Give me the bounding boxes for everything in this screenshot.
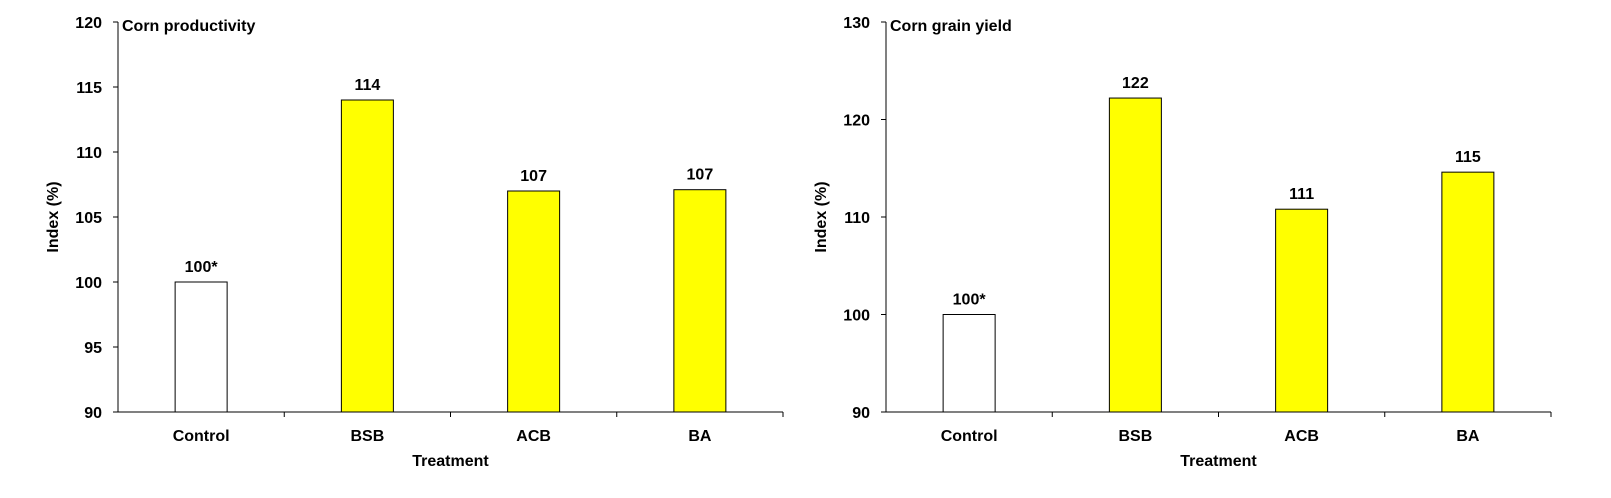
x-tick-label-acb: ACB <box>516 428 551 445</box>
bar-control <box>174 281 228 413</box>
x-tick-label-control: Control <box>173 428 230 445</box>
data-label-ba: 107 <box>687 167 714 184</box>
y-tick-label: 120 <box>75 15 102 32</box>
chart-panel-corn-grain-yield: 90 100 110 120 130 100* Control 122 BSB 111 ACB 115… <box>813 15 1552 470</box>
y-tick-label: 110 <box>844 210 870 227</box>
data-label-acb: 111 <box>1289 186 1314 203</box>
x-tick-label-bsb: BSB <box>350 428 384 445</box>
bar-ba <box>673 189 727 413</box>
chart-title: Corn grain yield <box>890 18 1012 35</box>
y-tick-label: 90 <box>84 405 102 422</box>
x-tick-label-bsb: BSB <box>1118 428 1152 445</box>
y-tick-label: 120 <box>843 113 870 130</box>
bar-acb <box>1275 208 1329 413</box>
y-tick-label: 105 <box>75 210 102 227</box>
x-axis-title: Treatment <box>1180 453 1257 470</box>
x-axis-title: Treatment <box>412 453 489 470</box>
data-label-bsb: 114 <box>354 77 380 94</box>
y-tick-label: 130 <box>843 15 870 32</box>
bar-control <box>942 314 996 413</box>
data-label-control: 100* <box>953 292 987 309</box>
x-tick-label-control: Control <box>941 428 998 445</box>
x-tick-label-acb: ACB <box>1284 428 1319 445</box>
chart-panel-corn-productivity: 90 95 100 105 110 115 120 100* Control 114 BSB 107 A… <box>45 15 784 470</box>
data-label-ba: 115 <box>1455 149 1481 166</box>
y-tick-label: 90 <box>852 405 870 422</box>
chart-title: Corn productivity <box>122 18 255 35</box>
x-tick-label-ba: BA <box>688 428 712 445</box>
x-tick-label-ba: BA <box>1456 428 1480 445</box>
y-tick-label: 115 <box>76 80 102 97</box>
y-tick-label: 110 <box>76 145 102 162</box>
bar-ba <box>1441 171 1495 413</box>
bar-bsb <box>1108 97 1162 413</box>
data-label-control: 100* <box>185 259 219 276</box>
y-tick-label: 100 <box>843 308 870 325</box>
bar-acb <box>507 190 561 413</box>
data-label-bsb: 122 <box>1122 75 1149 92</box>
data-label-acb: 107 <box>520 168 547 185</box>
y-tick-label: 95 <box>84 340 102 357</box>
bar-bsb <box>340 99 394 413</box>
y-axis-title: Index (%) <box>45 181 62 252</box>
y-tick-label: 100 <box>75 275 102 292</box>
y-axis-title: Index (%) <box>813 181 830 252</box>
